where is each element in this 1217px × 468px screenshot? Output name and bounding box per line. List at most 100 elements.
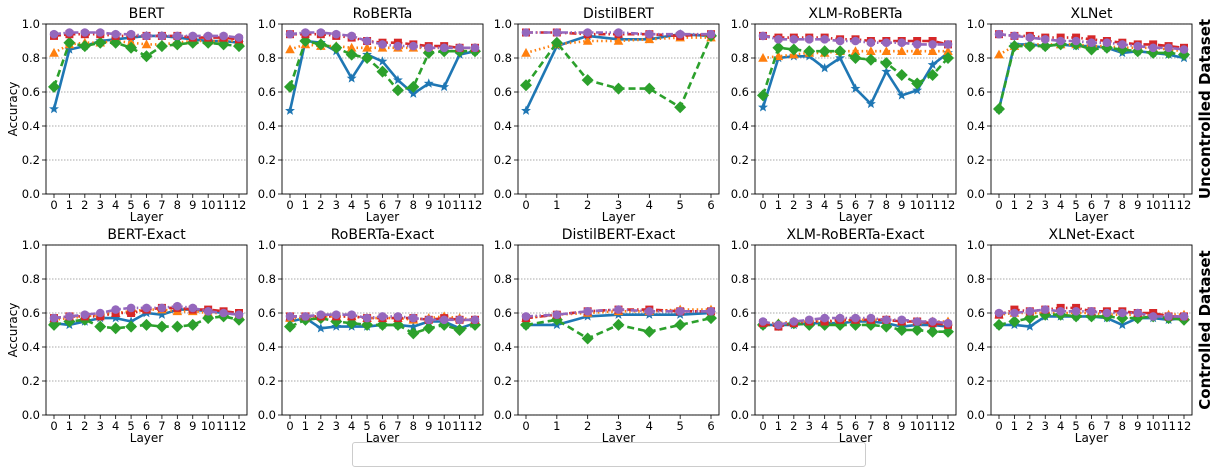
data-point bbox=[926, 325, 939, 338]
data-point bbox=[65, 28, 74, 37]
x-tick-label: 1 bbox=[66, 198, 73, 212]
x-axis-label: Layer bbox=[839, 210, 873, 224]
data-point bbox=[1008, 315, 1021, 328]
data-point bbox=[125, 320, 138, 333]
data-point bbox=[851, 36, 860, 46]
x-tick-label: 8 bbox=[883, 198, 890, 212]
y-tick-label: 0.2 bbox=[967, 153, 985, 167]
x-tick-label: 6 bbox=[143, 419, 150, 433]
x-tick-label: 5 bbox=[363, 419, 370, 433]
data-point bbox=[643, 82, 656, 95]
x-tick-label: 8 bbox=[410, 198, 417, 212]
x-tick-label: 5 bbox=[127, 419, 134, 433]
series-avg-all bbox=[49, 301, 244, 323]
x-tick-label: 0 bbox=[286, 198, 293, 212]
data-point bbox=[284, 320, 296, 333]
data-point bbox=[882, 315, 891, 325]
y-tick-label: 0.8 bbox=[731, 272, 749, 286]
data-point bbox=[674, 318, 687, 331]
y-tick-label: 0.6 bbox=[967, 306, 985, 320]
data-point bbox=[1040, 305, 1050, 314]
data-point bbox=[1102, 308, 1112, 318]
y-tick-label: 0.2 bbox=[967, 374, 985, 388]
x-tick-label: 1 bbox=[66, 419, 73, 433]
data-point bbox=[581, 332, 594, 345]
data-point bbox=[424, 315, 434, 325]
subplot-title: XLM-RoBERTa-Exact bbox=[786, 227, 925, 243]
data-point bbox=[942, 52, 954, 64]
y-tick-label: 0.8 bbox=[494, 272, 512, 286]
data-point bbox=[882, 38, 891, 47]
series-avg-all bbox=[758, 313, 953, 330]
data-point bbox=[393, 312, 403, 321]
x-tick-label: 7 bbox=[1103, 419, 1110, 433]
plot-frame bbox=[990, 23, 1193, 195]
y-tick-label: 0.6 bbox=[494, 85, 512, 99]
y-tick-label: 0.0 bbox=[731, 408, 749, 422]
data-point bbox=[234, 310, 244, 320]
x-tick-label: 9 bbox=[425, 198, 432, 212]
x-tick-label: 7 bbox=[158, 198, 165, 212]
x-tick-label: 4 bbox=[348, 419, 355, 433]
data-point bbox=[49, 313, 59, 323]
data-point bbox=[439, 43, 449, 53]
data-point bbox=[109, 322, 122, 335]
data-point bbox=[156, 309, 167, 319]
data-point bbox=[173, 31, 182, 41]
data-point bbox=[1118, 40, 1127, 49]
x-tick-label: 11 bbox=[925, 419, 940, 433]
series-line bbox=[52, 41, 240, 88]
plot-frame bbox=[281, 23, 484, 195]
x-tick-label: 8 bbox=[174, 419, 181, 433]
data-point bbox=[774, 35, 783, 44]
data-point bbox=[219, 31, 228, 41]
plot-frame bbox=[517, 23, 720, 195]
data-point bbox=[1056, 307, 1065, 316]
data-point bbox=[881, 66, 892, 76]
data-point bbox=[994, 49, 1004, 59]
data-point bbox=[758, 102, 768, 112]
x-tick-label: 9 bbox=[1134, 419, 1141, 433]
data-point bbox=[407, 327, 420, 340]
data-point bbox=[1071, 36, 1081, 46]
data-point bbox=[439, 315, 449, 325]
x-tick-label: 8 bbox=[410, 419, 417, 433]
data-point bbox=[110, 312, 121, 323]
data-point bbox=[993, 103, 1005, 115]
y-tick-label: 0.2 bbox=[494, 153, 512, 167]
x-tick-label: 0 bbox=[522, 419, 529, 433]
x-tick-label: 11 bbox=[452, 198, 467, 212]
y-tick-label: 0.4 bbox=[731, 340, 749, 354]
data-point bbox=[78, 40, 91, 53]
data-point bbox=[1117, 319, 1128, 330]
data-point bbox=[820, 35, 829, 44]
data-point bbox=[142, 303, 151, 313]
data-point bbox=[583, 307, 592, 316]
data-point bbox=[1039, 40, 1052, 53]
data-point bbox=[142, 31, 151, 41]
data-point bbox=[80, 28, 90, 37]
data-point bbox=[155, 40, 168, 53]
data-point bbox=[834, 45, 847, 58]
data-point bbox=[865, 98, 876, 109]
x-tick-label: 0 bbox=[286, 419, 293, 433]
x-tick-label: 2 bbox=[1026, 419, 1033, 433]
x-tick-label: 6 bbox=[852, 419, 859, 433]
y-tick-label: 0.4 bbox=[731, 119, 749, 133]
y-tick-label: 0.0 bbox=[967, 187, 985, 201]
data-point bbox=[895, 324, 908, 336]
data-point bbox=[1056, 36, 1065, 46]
data-point bbox=[377, 56, 388, 66]
x-tick-label: 0 bbox=[759, 419, 766, 433]
data-point bbox=[171, 38, 184, 51]
data-point bbox=[346, 73, 357, 83]
data-point bbox=[63, 36, 76, 49]
data-point bbox=[774, 320, 783, 330]
data-point bbox=[285, 44, 295, 54]
x-tick-label: 12 bbox=[941, 419, 956, 433]
x-tick-label: 5 bbox=[677, 198, 684, 212]
x-tick-label: 4 bbox=[1057, 198, 1064, 212]
y-tick-label: 0.0 bbox=[494, 187, 512, 201]
